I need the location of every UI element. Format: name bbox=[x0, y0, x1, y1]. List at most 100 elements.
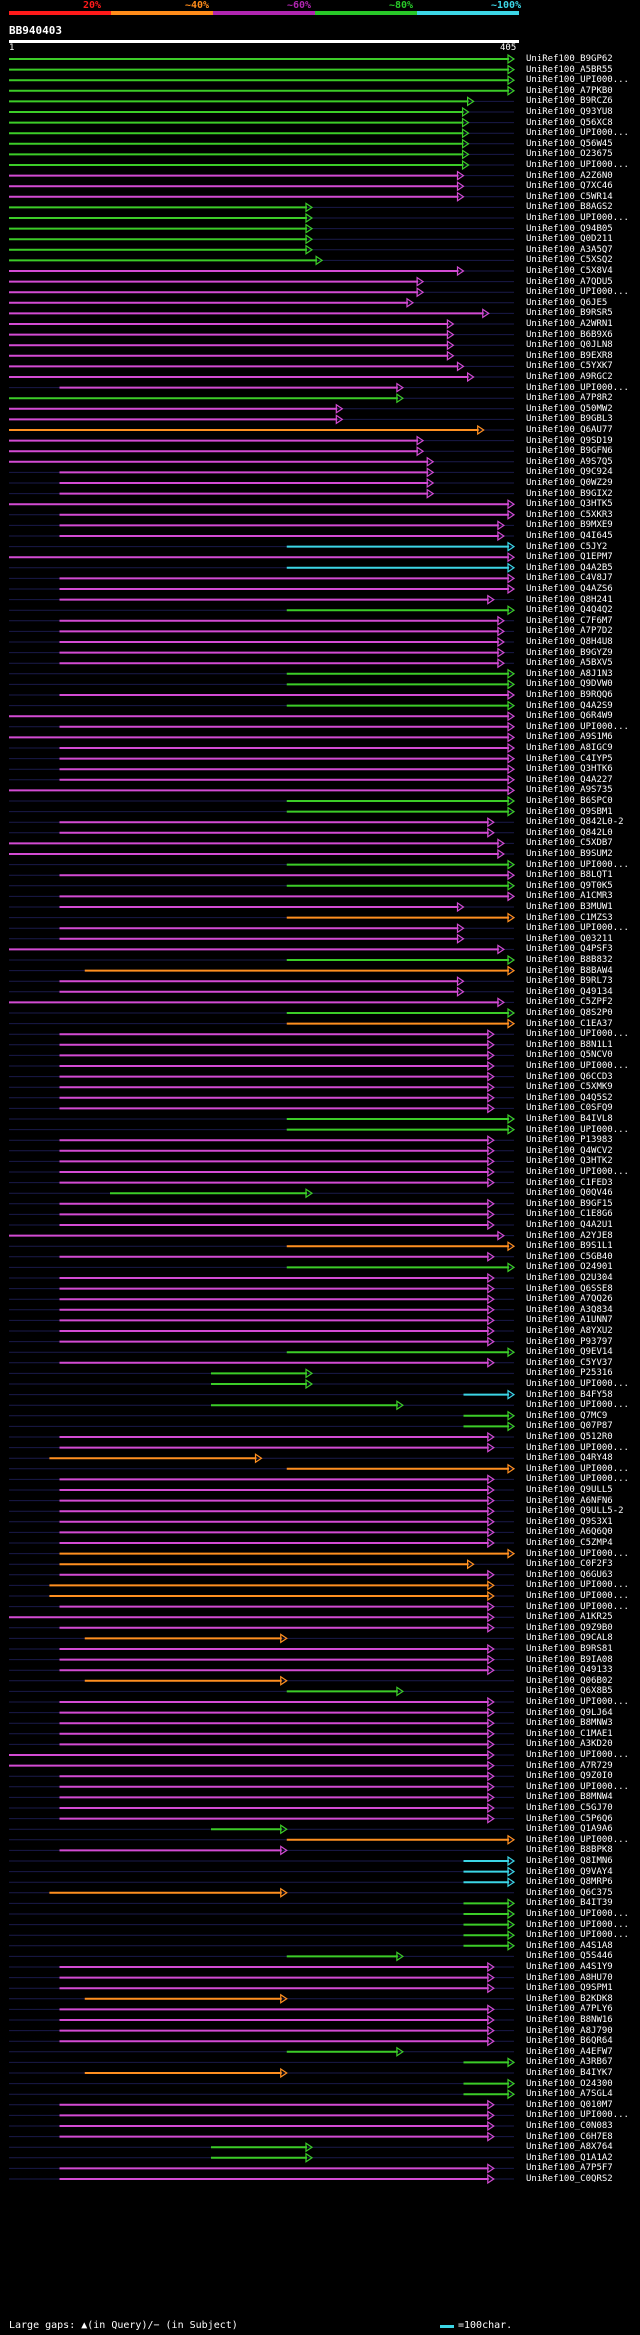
hit-label[interactable]: UniRef100_C5WR14 bbox=[526, 191, 613, 202]
hit-label[interactable]: UniRef100_Q0WZ29 bbox=[526, 478, 613, 488]
hit-label[interactable]: UniRef100_C5XDB7 bbox=[526, 838, 613, 849]
hit-label[interactable]: UniRef100_UPI000... bbox=[526, 1463, 629, 1474]
hit-label[interactable]: UniRef100_UPI000... bbox=[526, 1919, 629, 1930]
hit-label[interactable]: UniRef100_Q49133 bbox=[526, 1665, 613, 1676]
hit-label[interactable]: UniRef100_Q5S446 bbox=[526, 1951, 613, 1962]
hit-label[interactable]: UniRef100_B8MNW4 bbox=[526, 1792, 613, 1803]
hit-label[interactable]: UniRef100_A6Q6Q0 bbox=[526, 1527, 613, 1538]
hit-label[interactable]: UniRef100_Q49134 bbox=[526, 986, 613, 997]
hit-label[interactable]: UniRef100_Q4WCV2 bbox=[526, 1145, 613, 1156]
hit-label[interactable]: UniRef100_B4IVL8 bbox=[526, 1114, 613, 1124]
hit-label[interactable]: UniRef100_Q8S2P0 bbox=[526, 1008, 613, 1018]
hit-label[interactable]: UniRef100_C5YV37 bbox=[526, 1357, 613, 1368]
hit-label[interactable]: UniRef100_Q07P87 bbox=[526, 1421, 613, 1432]
hit-label[interactable]: UniRef100_O24300 bbox=[526, 2078, 613, 2089]
hit-label[interactable]: UniRef100_A7P5F7 bbox=[526, 2163, 613, 2174]
hit-label[interactable]: UniRef100_Q9C924 bbox=[526, 467, 613, 478]
hit-label[interactable]: UniRef100_UPI000... bbox=[526, 1601, 629, 1612]
hit-label[interactable]: UniRef100_Q9VAY4 bbox=[526, 1866, 613, 1877]
hit-label[interactable]: UniRef100_A5BXV5 bbox=[526, 658, 613, 669]
hit-label[interactable]: UniRef100_P25316 bbox=[526, 1368, 613, 1379]
hit-label[interactable]: UniRef100_Q4Q4Q2 bbox=[526, 605, 613, 616]
hit-label[interactable]: UniRef100_Q03211 bbox=[526, 933, 613, 944]
hit-label[interactable]: UniRef100_B9RSR5 bbox=[526, 308, 613, 319]
hit-label[interactable]: UniRef100_Q6X8B5 bbox=[526, 1686, 613, 1697]
hit-label[interactable]: UniRef100_Q6GU63 bbox=[526, 1569, 613, 1580]
hit-label[interactable]: UniRef100_UPI000... bbox=[526, 1834, 629, 1845]
hit-label[interactable]: UniRef100_UPI000... bbox=[526, 1548, 629, 1559]
hit-label[interactable]: UniRef100_Q7XC46 bbox=[526, 181, 613, 192]
hit-label[interactable]: UniRef100_A2YJE8 bbox=[526, 1230, 613, 1241]
hit-label[interactable]: UniRef100_B9GBL3 bbox=[526, 414, 613, 425]
hit-label[interactable]: UniRef100_B2KDK8 bbox=[526, 1993, 613, 2004]
hit-label[interactable]: UniRef100_O24901 bbox=[526, 1262, 613, 1273]
hit-label[interactable]: UniRef100_Q842L0 bbox=[526, 827, 613, 838]
hit-label[interactable]: UniRef100_C4IYP5 bbox=[526, 753, 613, 764]
hit-label[interactable]: UniRef100_A3RB67 bbox=[526, 2057, 613, 2068]
hit-label[interactable]: UniRef100_Q512R0 bbox=[526, 1432, 613, 1442]
hit-label[interactable]: UniRef100_Q4RY48 bbox=[526, 1453, 613, 1464]
hit-label[interactable]: UniRef100_Q8H241 bbox=[526, 594, 613, 605]
hit-label[interactable]: UniRef100_C1MAE1 bbox=[526, 1728, 613, 1739]
hit-label[interactable]: UniRef100_Q010M7 bbox=[526, 2099, 613, 2110]
hit-label[interactable]: UniRef100_Q4AZS6 bbox=[526, 584, 613, 594]
hit-label[interactable]: UniRef100_A1CMR3 bbox=[526, 891, 613, 902]
hit-label[interactable]: UniRef100_B9RS81 bbox=[526, 1644, 613, 1654]
hit-label[interactable]: UniRef100_UPI000... bbox=[526, 382, 629, 393]
hit-label[interactable]: UniRef100_Q9ULL5-2 bbox=[526, 1506, 624, 1517]
hit-label[interactable]: UniRef100_A5BR55 bbox=[526, 64, 613, 75]
hit-label[interactable]: UniRef100_Q6CCD3 bbox=[526, 1071, 613, 1082]
hit-label[interactable]: UniRef100_B9GFN6 bbox=[526, 446, 613, 457]
hit-label[interactable]: UniRef100_A8HU70 bbox=[526, 1972, 613, 1983]
hit-label[interactable]: UniRef100_B8N1L1 bbox=[526, 1039, 613, 1050]
hit-label[interactable]: UniRef100_B9S1L1 bbox=[526, 1241, 613, 1252]
hit-label[interactable]: UniRef100_A8X764 bbox=[526, 2142, 613, 2153]
hit-label[interactable]: UniRef100_Q9SBM1 bbox=[526, 806, 613, 817]
hit-label[interactable]: UniRef100_Q842L0-2 bbox=[526, 817, 624, 828]
hit-label[interactable]: UniRef100_Q4I645 bbox=[526, 531, 613, 541]
hit-label[interactable]: UniRef100_B8NW16 bbox=[526, 2015, 613, 2025]
hit-label[interactable]: UniRef100_B9GP62 bbox=[526, 54, 613, 64]
hit-label[interactable]: UniRef100_C5JY2 bbox=[526, 541, 608, 552]
hit-label[interactable]: UniRef100_B9SUM2 bbox=[526, 849, 613, 859]
hit-label[interactable]: UniRef100_B9MXE9 bbox=[526, 520, 613, 531]
hit-label[interactable]: UniRef100_A7PLY6 bbox=[526, 2004, 613, 2015]
hit-label[interactable]: UniRef100_P13983 bbox=[526, 1135, 613, 1146]
hit-label[interactable]: UniRef100_Q6SSE8 bbox=[526, 1283, 613, 1294]
hit-label[interactable]: UniRef100_Q6C375 bbox=[526, 1887, 613, 1898]
hit-label[interactable]: UniRef100_B3MUW1 bbox=[526, 902, 613, 912]
hit-label[interactable]: UniRef100_A8YXU2 bbox=[526, 1326, 613, 1336]
hit-label[interactable]: UniRef100_A8J790 bbox=[526, 2025, 613, 2036]
hit-label[interactable]: UniRef100_B4IT39 bbox=[526, 1898, 613, 1909]
hit-label[interactable]: UniRef100_A3KD20 bbox=[526, 1739, 613, 1750]
hit-label[interactable]: UniRef100_A7P8R2 bbox=[526, 393, 613, 404]
hit-label[interactable]: UniRef100_UPI000... bbox=[526, 1750, 629, 1760]
hit-label[interactable]: UniRef100_Q0JLN8 bbox=[526, 340, 613, 351]
hit-label[interactable]: UniRef100_UPI000... bbox=[526, 2110, 629, 2121]
hit-label[interactable]: UniRef100_Q9Z0I0 bbox=[526, 1771, 613, 1782]
hit-label[interactable]: UniRef100_Q6AU77 bbox=[526, 425, 613, 435]
hit-label[interactable]: UniRef100_UPI000... bbox=[526, 1909, 629, 1919]
hit-label[interactable]: UniRef100_B9GF15 bbox=[526, 1198, 613, 1209]
hit-label[interactable]: UniRef100_UPI000... bbox=[526, 1061, 629, 1071]
hit-label[interactable]: UniRef100_Q9DVW0 bbox=[526, 679, 613, 690]
hit-label[interactable]: UniRef100_Q06B02 bbox=[526, 1675, 613, 1686]
hit-label[interactable]: UniRef100_UPI000... bbox=[526, 75, 629, 86]
hit-label[interactable]: UniRef100_A7QQ26 bbox=[526, 1294, 613, 1305]
hit-label[interactable]: UniRef100_C1MZS3 bbox=[526, 912, 613, 923]
hit-label[interactable]: UniRef100_Q5NCV0 bbox=[526, 1050, 613, 1061]
hit-label[interactable]: UniRef100_B6QR64 bbox=[526, 2036, 613, 2047]
hit-label[interactable]: UniRef100_C0QRS2 bbox=[526, 2174, 613, 2184]
hit-label[interactable]: UniRef100_Q8H4U8 bbox=[526, 637, 613, 647]
hit-label[interactable]: UniRef100_B8LQT1 bbox=[526, 870, 613, 881]
hit-label[interactable]: UniRef100_UPI000... bbox=[526, 1379, 629, 1389]
hit-label[interactable]: UniRef100_Q8IMN6 bbox=[526, 1856, 613, 1866]
hit-label[interactable]: UniRef100_C4V8J7 bbox=[526, 573, 613, 584]
hit-label[interactable]: UniRef100_Q4Q5S2 bbox=[526, 1092, 613, 1103]
hit-label[interactable]: UniRef100_A8J1N3 bbox=[526, 668, 613, 679]
hit-label[interactable]: UniRef100_UPI000... bbox=[526, 1029, 629, 1040]
hit-label[interactable]: UniRef100_Q56W45 bbox=[526, 138, 613, 149]
hit-label[interactable]: UniRef100_A7SGL4 bbox=[526, 2089, 613, 2100]
hit-label[interactable]: UniRef100_B9EXR8 bbox=[526, 350, 613, 361]
hit-label[interactable]: UniRef100_C6H7E8 bbox=[526, 2131, 613, 2142]
